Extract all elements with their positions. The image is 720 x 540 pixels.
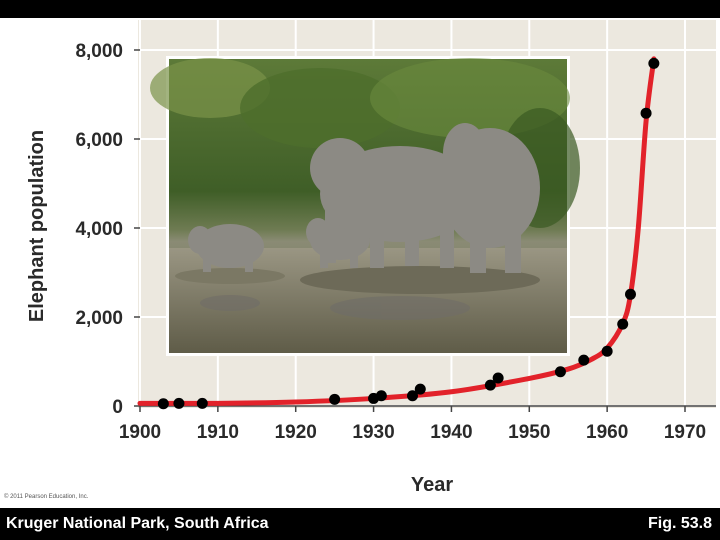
footer-bar: Kruger National Park, South Africa Fig. …	[0, 508, 720, 540]
x-tick-label: 1950	[508, 422, 550, 443]
data-point	[554, 366, 566, 378]
y-tick-label: 6,000	[75, 130, 123, 151]
tick-labels: 1900 1910 1920 1930 1940 1950 1960 1970 0 2,000 4,…	[75, 41, 706, 443]
y-axis-label: Elephant population	[26, 130, 48, 322]
data-point	[196, 397, 208, 409]
data-point	[578, 354, 590, 366]
data-point	[375, 390, 387, 402]
copyright-notice: © 2011 Pearson Education, Inc.	[4, 494, 89, 500]
x-tick-label: 1960	[586, 422, 628, 443]
x-tick-label: 1970	[664, 422, 706, 443]
y-tick-label: 2,000	[75, 308, 123, 329]
data-point	[173, 397, 185, 409]
data-point	[414, 383, 426, 395]
data-point	[492, 372, 504, 384]
data-point	[648, 57, 660, 69]
data-point	[157, 398, 169, 410]
x-tick-label: 1940	[430, 422, 472, 443]
data-point	[407, 390, 418, 402]
data-point	[640, 107, 652, 119]
elephant-population-chart: 1900 1910 1920 1930 1940 1950 1960 1970 0 2,000 4,…	[26, 20, 716, 496]
axes	[134, 49, 716, 412]
y-tick-label: 0	[112, 397, 123, 418]
data-point	[617, 318, 629, 330]
slide: 1900 1910 1920 1930 1940 1950 1960 1970 0 2,000 4,…	[0, 18, 720, 508]
x-tick-label: 1930	[352, 422, 394, 443]
elephant-photo	[150, 56, 580, 356]
x-tick-label: 1900	[119, 422, 161, 443]
data-point	[329, 393, 341, 405]
figure-reference: Fig. 53.8	[647, 515, 712, 532]
y-tick-label: 4,000	[75, 219, 123, 240]
data-points	[157, 57, 660, 410]
x-axis-label: Year	[411, 474, 453, 496]
trend-curve	[137, 56, 657, 406]
data-point	[625, 288, 636, 300]
x-tick-label: 1920	[275, 422, 317, 443]
data-point	[601, 345, 613, 357]
data-point	[484, 379, 496, 391]
y-tick-label: 8,000	[75, 41, 123, 62]
x-tick-label: 1910	[197, 422, 239, 443]
photo-caption: Kruger National Park, South Africa	[6, 515, 269, 532]
